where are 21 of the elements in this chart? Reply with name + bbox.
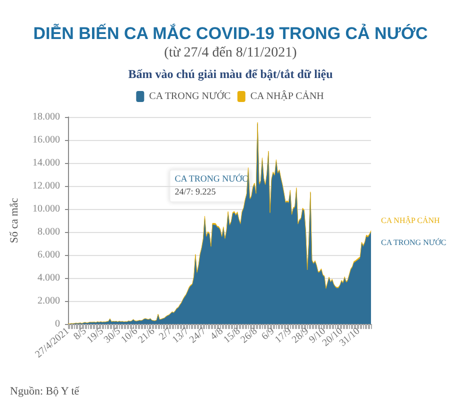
y-tick-label: 18.000 bbox=[32, 112, 60, 122]
y-tick-label: 10.000 bbox=[32, 204, 60, 214]
y-tick-label: 6.000 bbox=[38, 250, 60, 260]
y-tick-label: 12.000 bbox=[32, 180, 60, 192]
text: CA TRONG NƯỚC bbox=[381, 238, 446, 247]
text: Bấm vào chú giải màu để bật/tắt dữ liệu bbox=[128, 67, 334, 81]
chart-title: DIỄN BIẾN CA MẮC COVID-19 TRONG CẢ NƯỚC bbox=[33, 23, 428, 43]
y-tick-label: 2.000 bbox=[38, 296, 60, 306]
annotation: 24/7: 9.225 bbox=[174, 186, 216, 196]
y-axis-title: Số ca mắc bbox=[8, 198, 20, 244]
legend-label: CA NHẬP CẢNH bbox=[250, 90, 324, 102]
y-tick-label: 14.000 bbox=[32, 158, 60, 168]
text: Nguồn: Bộ Y tế bbox=[10, 386, 80, 398]
chart-subtitle: (từ 27/4 đến 8/11/2021) bbox=[164, 46, 298, 60]
text: CA TRONG NƯỚC bbox=[174, 173, 248, 184]
text: CA NHẬP CẢNH bbox=[381, 216, 440, 226]
legend-label: CA TRONG NƯỚC bbox=[149, 90, 231, 102]
y-tick-label: 0 bbox=[55, 318, 60, 330]
y-tick-label: 4.000 bbox=[38, 272, 60, 284]
y-tick-label: 16.000 bbox=[32, 134, 60, 146]
y-tick-label: 8.000 bbox=[38, 226, 60, 238]
